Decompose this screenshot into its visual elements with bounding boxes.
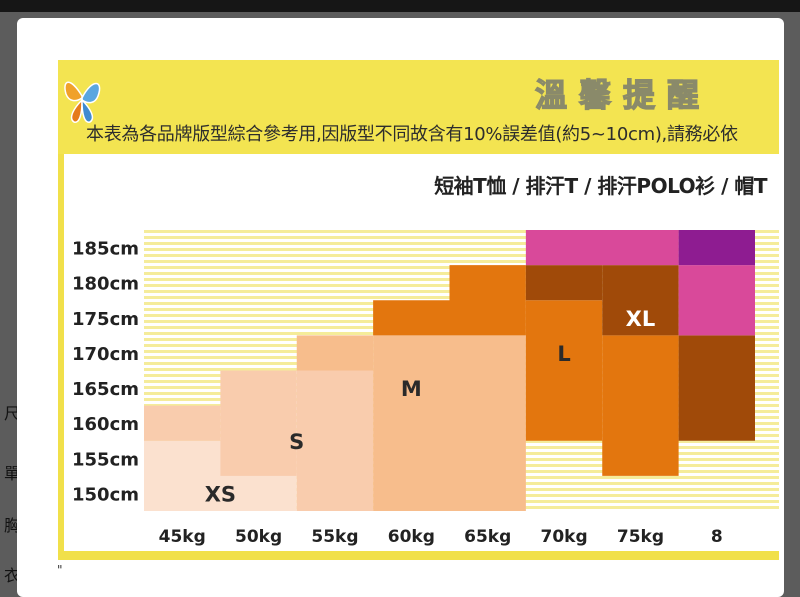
image-lightbox: 溫馨提醒 本表為各品牌版型綜合參考用,因版型不同故含有10%誤差值(約5~10c… <box>17 18 784 597</box>
x-tick-label: 8 <box>711 527 723 547</box>
size-region-xl <box>602 265 679 336</box>
size-label-m: M <box>401 377 422 401</box>
background-stripe <box>144 260 779 263</box>
x-tick-label: 45kg <box>159 527 206 547</box>
size-region-l <box>525 300 603 441</box>
y-tick-label: 155cm <box>72 449 139 470</box>
size-label-xl: XL <box>626 307 656 331</box>
size-region-s <box>296 370 374 511</box>
notice-title: 溫馨提醒 <box>534 75 711 114</box>
size-region-m <box>373 335 526 511</box>
size-region-l <box>373 300 450 336</box>
background-stripe <box>144 230 779 233</box>
x-tick-label: 75kg <box>617 527 664 547</box>
background-stripe <box>144 236 779 239</box>
x-tick-label: 65kg <box>464 527 511 547</box>
size-region-s <box>220 370 297 476</box>
x-tick-label: 55kg <box>311 527 358 547</box>
size-region-xl <box>678 335 755 441</box>
background-stripe <box>144 242 779 245</box>
footnote-mark: " <box>57 563 63 577</box>
size-region-xl <box>525 265 603 301</box>
notice-header: 溫馨提醒 本表為各品牌版型綜合參考用,因版型不同故含有10%誤差值(約5~10c… <box>58 60 779 154</box>
size-region-xxl <box>678 265 755 336</box>
size-region-m <box>296 335 374 371</box>
size-label-s: S <box>289 430 304 454</box>
y-tick-label: 185cm <box>72 239 139 260</box>
plot-area: XS S M L XL 185cm 180cm 175cm 170cm 165cm 160cm 155… <box>64 154 779 551</box>
y-tick-label: 170cm <box>72 344 139 365</box>
background-stripe <box>144 254 779 257</box>
size-region-xxxl <box>678 230 755 266</box>
size-region-l <box>602 335 679 476</box>
y-tick-label: 165cm <box>72 379 139 400</box>
background-stripe <box>144 248 779 251</box>
size-region-l <box>449 265 526 336</box>
chart-subtitle: 短袖T恤 / 排汗T / 排汗POLO衫 / 帽T <box>434 174 767 198</box>
butterfly-logo-icon <box>64 81 101 123</box>
y-tick-label: 150cm <box>72 484 139 505</box>
size-region-s <box>144 405 221 441</box>
x-tick-label: 60kg <box>388 527 435 547</box>
size-chart-image: 溫馨提醒 本表為各品牌版型綜合參考用,因版型不同故含有10%誤差值(約5~10c… <box>58 60 779 560</box>
size-region-xxl <box>525 230 679 266</box>
y-tick-label: 160cm <box>72 414 139 435</box>
x-tick-label: 50kg <box>235 527 282 547</box>
y-tick-label: 180cm <box>72 274 139 295</box>
y-tick-label: 175cm <box>72 309 139 330</box>
size-label-l: L <box>557 342 570 366</box>
size-chart-svg: XS S M L XL 185cm 180cm 175cm 170cm 165cm 160cm 155… <box>72 230 779 547</box>
size-label-xs: XS <box>205 482 236 506</box>
x-tick-label: 70kg <box>540 527 587 547</box>
notice-text: 本表為各品牌版型綜合參考用,因版型不同故含有10%誤差值(約5~10cm),請務… <box>86 124 738 145</box>
